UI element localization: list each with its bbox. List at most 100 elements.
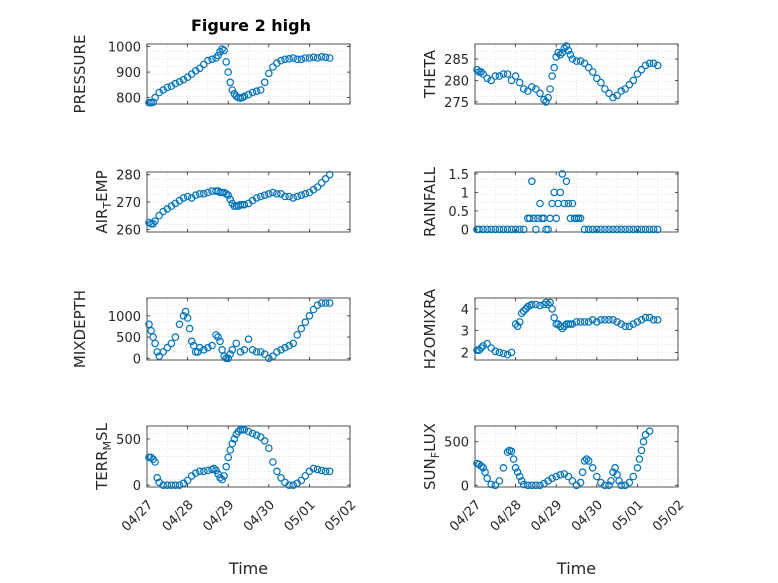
data-point (175, 320, 184, 329)
data-point (609, 315, 617, 324)
axes-box (146, 43, 351, 105)
data-point (540, 95, 548, 104)
data-point (277, 345, 285, 354)
data-point (560, 44, 569, 53)
data-point (175, 78, 184, 86)
data-point (187, 337, 196, 346)
data-point (218, 475, 226, 484)
data-point (568, 55, 577, 63)
data-point (491, 225, 500, 234)
data-point (580, 59, 589, 68)
data-point (479, 225, 487, 234)
data-point (200, 345, 208, 354)
data-point (503, 350, 512, 359)
data-point (220, 472, 228, 480)
y-tick-label: 0 (133, 479, 141, 494)
data-point (479, 70, 487, 78)
data-point (562, 42, 571, 50)
data-point (507, 447, 516, 456)
data-point (507, 348, 516, 357)
data-point (515, 472, 524, 481)
data-point (625, 322, 634, 331)
y-tick-label: 800 (116, 92, 141, 107)
data-point (214, 333, 222, 341)
data-point (556, 188, 565, 197)
data-point (153, 473, 162, 482)
data-point (645, 427, 654, 436)
data-point (196, 343, 204, 352)
data-point (216, 473, 224, 482)
data-point (503, 225, 512, 234)
data-point (536, 481, 544, 490)
data-point (301, 190, 310, 198)
subplot-5: 0 500 1000 MIXDEPTH (71, 290, 351, 368)
data-point (483, 339, 492, 348)
x-axis-label: Time (228, 559, 268, 578)
y-tick-label: 900 (116, 66, 141, 81)
data-point (625, 80, 634, 89)
data-point (491, 481, 500, 490)
data-point (179, 75, 188, 84)
data-point (475, 346, 483, 355)
data-point (273, 190, 281, 198)
data-point (179, 194, 188, 202)
y-tick-label: 1000 (108, 41, 141, 56)
data-point (244, 335, 253, 344)
data-point (495, 72, 504, 80)
data-point (552, 53, 561, 61)
data-point (615, 477, 623, 485)
y-tick-label: 500 (116, 433, 141, 448)
data-point (507, 225, 516, 234)
data-point (580, 457, 589, 465)
data-point (554, 48, 563, 57)
data-point (552, 214, 561, 223)
data-point (175, 481, 184, 490)
data-point (289, 54, 298, 62)
data-point (527, 300, 536, 309)
data-point (530, 214, 538, 223)
data-point (532, 85, 540, 93)
data-point (260, 350, 269, 358)
data-point (477, 68, 485, 76)
data-point (220, 46, 228, 55)
data-point (578, 468, 587, 477)
data-point (617, 481, 626, 490)
data-point (289, 194, 298, 202)
data-point (297, 324, 306, 333)
data-point (196, 64, 204, 73)
data-point (240, 92, 249, 101)
data-point (260, 78, 269, 87)
data-point (605, 315, 613, 324)
data-point (321, 299, 330, 307)
data-point (321, 53, 330, 62)
data-point (572, 318, 581, 326)
data-point (629, 76, 638, 85)
data-point (163, 481, 172, 490)
data-point (629, 472, 638, 481)
axes-box (474, 297, 679, 361)
axes-box (146, 297, 351, 361)
data-point (641, 61, 650, 70)
x-axis-label: Time (556, 559, 596, 578)
data-point (532, 225, 540, 234)
data-point (550, 313, 559, 322)
data-point (542, 98, 550, 106)
data-point (523, 481, 532, 490)
data-point (605, 225, 613, 234)
data-point (621, 322, 630, 331)
data-point (226, 446, 235, 454)
data-point (305, 54, 314, 62)
data-point (635, 455, 644, 463)
data-point (576, 318, 585, 326)
data-point (167, 82, 176, 90)
data-point (584, 63, 593, 72)
data-point (639, 437, 648, 446)
data-point (564, 472, 573, 481)
data-point (487, 225, 496, 234)
data-point (167, 339, 176, 348)
data-point (558, 170, 567, 178)
data-point (491, 72, 500, 80)
y-tick-label: 280 (116, 169, 141, 184)
data-point (580, 318, 589, 326)
